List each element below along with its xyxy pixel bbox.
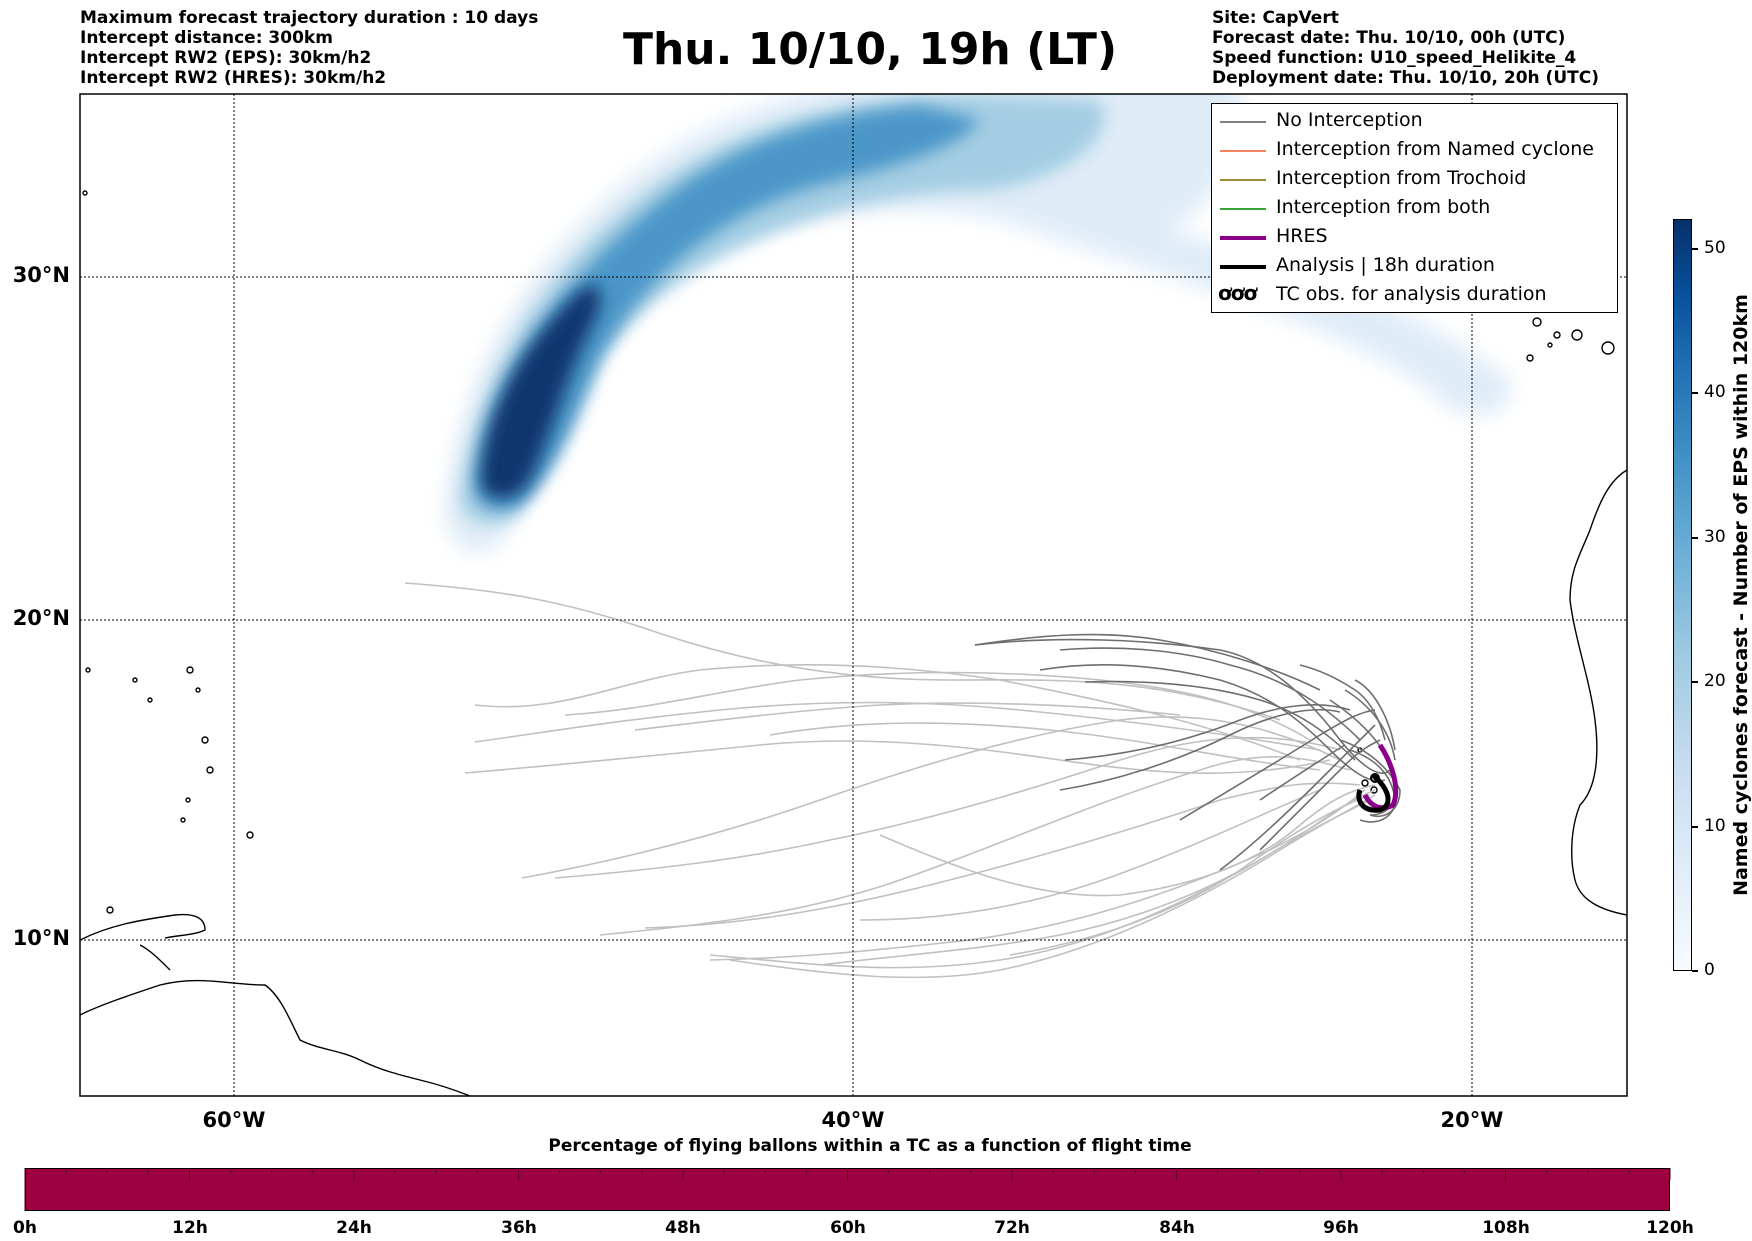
legend-tc-obs: ơơơ TC obs. for analysis duration — [1218, 281, 1547, 305]
speed-function-text: Speed function: U10_speed_Helikite_4 — [1212, 48, 1577, 68]
forecast-date-text: Forecast date: Thu. 10/10, 00h (UTC) — [1212, 28, 1566, 48]
tc-obs-icon: ơơơ — [1218, 281, 1257, 305]
flight-tick-60h: 60h — [830, 1218, 866, 1238]
analysis-track — [1356, 773, 1391, 813]
deployment-date-text: Deployment date: Thu. 10/10, 20h (UTC) — [1212, 68, 1599, 88]
legend-analysis: Analysis | 18h duration — [1212, 252, 1617, 281]
lon-tick-40: 40°W — [821, 1108, 885, 1132]
legend-both: Interception from both — [1212, 194, 1617, 223]
flight-tick-0h: 0h — [13, 1218, 37, 1238]
flight-tick-108h: 108h — [1482, 1218, 1530, 1238]
map-legend: No Interception Interception from Named … — [1211, 103, 1618, 313]
site-text: Site: CapVert — [1212, 8, 1339, 28]
lat-tick-10: 10°N — [12, 926, 70, 950]
lon-tick-20: 20°W — [1440, 1108, 1504, 1132]
cyclone-density-swath — [445, 94, 1512, 554]
flight-tick-96h: 96h — [1323, 1218, 1359, 1238]
colorbar-tick-10: 10 — [1704, 816, 1726, 836]
flight-tick-24h: 24h — [336, 1218, 372, 1238]
page-title: Thu. 10/10, 19h (LT) — [622, 24, 1118, 75]
header-left-info: Maximum forecast trajectory duration : 1… — [80, 8, 538, 88]
intercept-eps-text: Intercept RW2 (EPS): 30km/h2 — [80, 48, 372, 68]
hres-track — [1362, 743, 1399, 811]
flight-tick-48h: 48h — [665, 1218, 701, 1238]
graticule — [80, 94, 1627, 1096]
intercept-hres-text: Intercept RW2 (HRES): 30km/h2 — [80, 68, 387, 88]
flight-tick-84h: 84h — [1159, 1218, 1195, 1238]
flight-tick-12h: 12h — [172, 1218, 208, 1238]
density-colorbar — [1673, 219, 1692, 971]
legend-trochoid: Interception from Trochoid — [1212, 165, 1617, 194]
colorbar-tick-0: 0 — [1704, 960, 1715, 980]
flight-tick-120h: 120h — [1646, 1218, 1694, 1238]
colorbar-tick-50: 50 — [1704, 238, 1726, 258]
legend-named-cyclone: Interception from Named cyclone — [1212, 136, 1617, 165]
legend-no-interception: No Interception — [1212, 107, 1617, 136]
eps-trajectories-short — [974, 633, 1401, 871]
legend-hres: HRES — [1212, 223, 1617, 252]
lat-tick-30: 30°N — [12, 263, 70, 287]
colorbar-tick-40: 40 — [1704, 382, 1726, 402]
intercept-distance-text: Intercept distance: 300km — [80, 28, 333, 48]
colorbar-tick-30: 30 — [1704, 527, 1726, 547]
colorbar-tick-20: 20 — [1704, 671, 1726, 691]
coastlines — [80, 190, 1627, 1096]
flight-tick-36h: 36h — [501, 1218, 537, 1238]
map-frame — [79, 93, 1628, 1097]
header-right-info: Site: CapVert Forecast date: Thu. 10/10,… — [1212, 8, 1599, 88]
flight-tick-72h: 72h — [994, 1218, 1030, 1238]
lat-tick-20: 20°N — [12, 606, 70, 630]
flight-time-bar-title: Percentage of flying ballons within a TC… — [548, 1136, 1192, 1156]
lon-tick-60: 60°W — [202, 1108, 266, 1132]
max-duration-text: Maximum forecast trajectory duration : 1… — [80, 8, 539, 28]
eps-trajectories-long — [404, 582, 1376, 979]
